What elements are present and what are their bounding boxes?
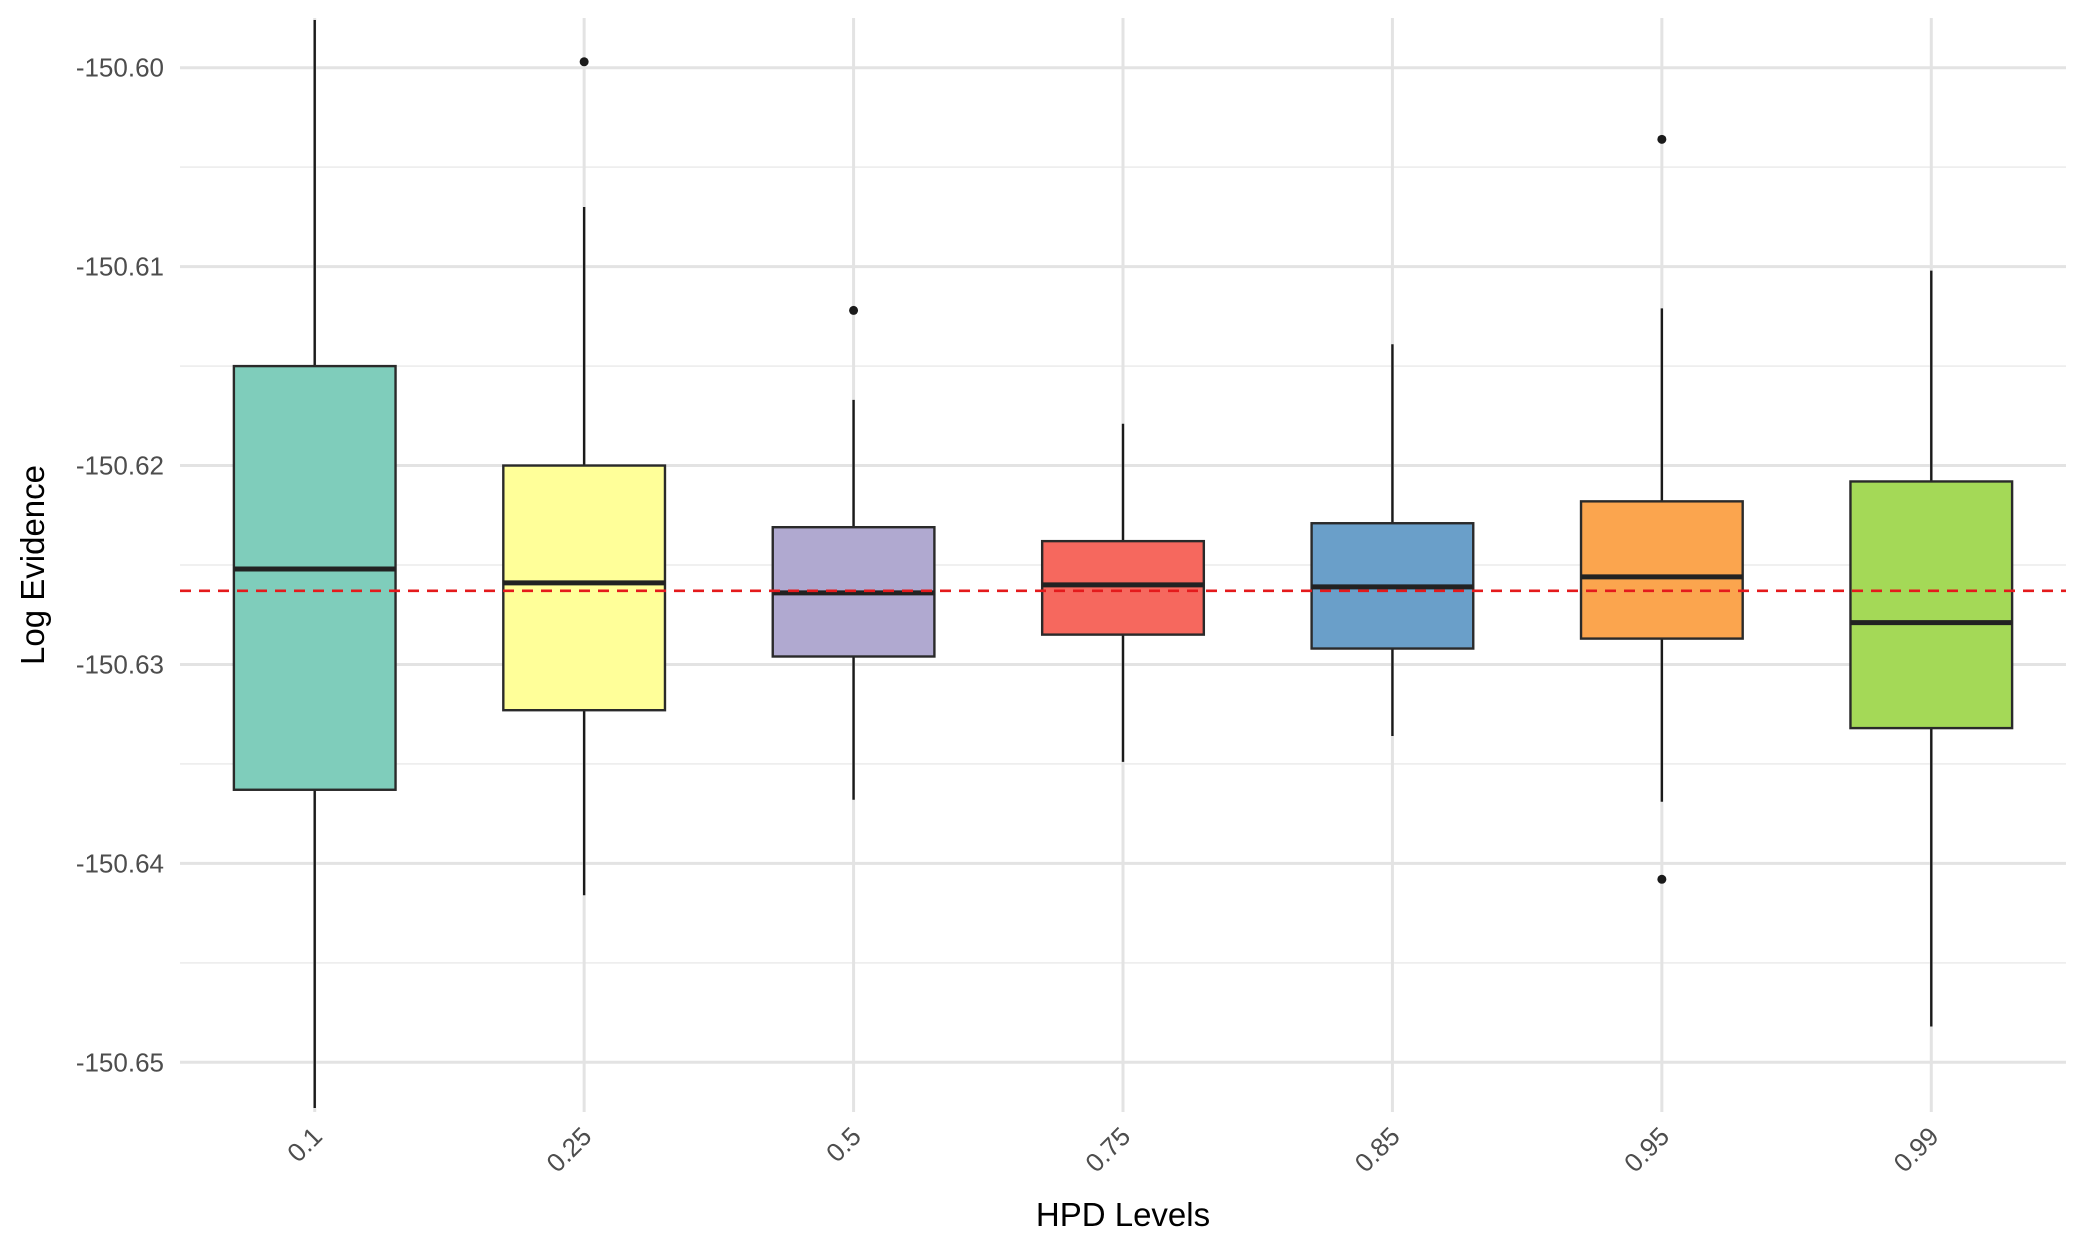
outlier-point: [1657, 874, 1667, 884]
iqr-box: [1579, 500, 1744, 640]
box-0.75: [1040, 423, 1206, 762]
x-tick-label: 0.99: [1888, 1121, 1945, 1178]
outlier-point: [579, 57, 589, 67]
y-tick-label: -150.62: [76, 451, 164, 481]
x-tick-label: 0.85: [1349, 1121, 1406, 1178]
x-tick-label: 0.75: [1079, 1121, 1136, 1178]
x-tick-label: 0.25: [540, 1121, 597, 1178]
box-0.1: [232, 19, 397, 1109]
iqr-box: [1849, 480, 2014, 730]
y-tick-label: -150.64: [76, 848, 164, 878]
x-tick-label: 0.1: [281, 1121, 328, 1168]
iqr-box: [502, 464, 667, 712]
y-tick-label: -150.60: [76, 53, 164, 83]
x-tick-label: 0.95: [1618, 1121, 1675, 1178]
y-tick-label: -150.63: [76, 649, 164, 679]
iqr-box: [1040, 539, 1206, 636]
box-0.85: [1310, 344, 1475, 737]
y-axis-title: Log Evidence: [14, 465, 51, 665]
box-0.95: [1579, 134, 1744, 884]
iqr-box: [232, 364, 397, 791]
x-tick-label: 0.5: [820, 1121, 867, 1168]
y-tick-label: -150.61: [76, 252, 164, 282]
box-0.25: [502, 57, 667, 896]
x-axis-title: HPD Levels: [1036, 1196, 1210, 1233]
y-tick-label: -150.65: [76, 1047, 164, 1077]
box-0.99: [1849, 270, 2014, 1027]
outlier-point: [1657, 134, 1667, 144]
outlier-point: [849, 305, 859, 315]
